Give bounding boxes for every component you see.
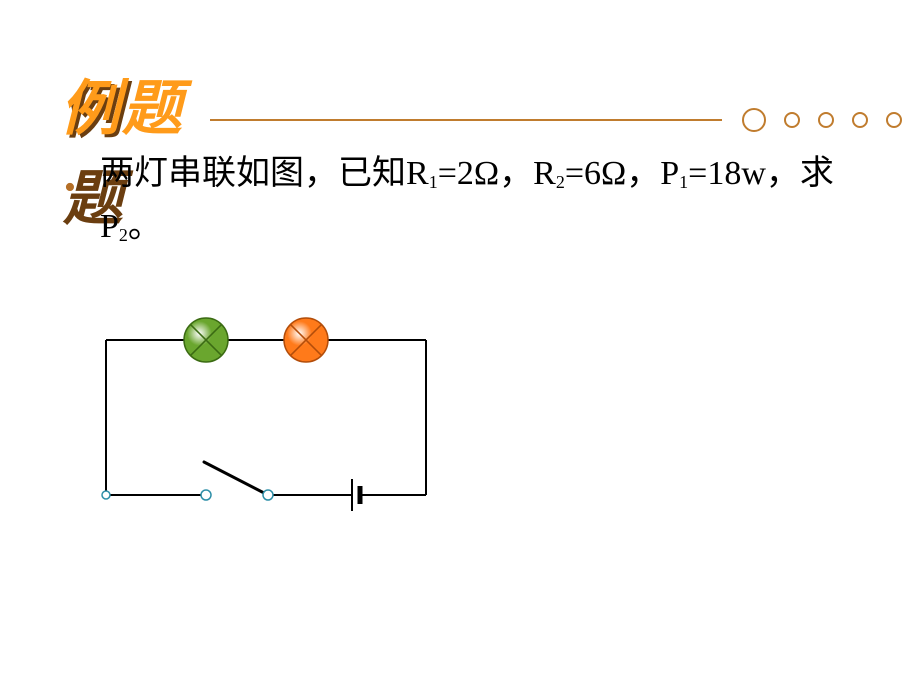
decor-ring-icon [784,112,800,128]
decor-line [210,119,722,121]
decor-ring-icon [742,108,766,132]
decor-ring-icon [852,112,868,128]
title-front: 例题 [60,76,184,142]
text-r2val: =6Ω，P [565,155,679,192]
slide-title: 例题 例题 [60,60,184,147]
text-prefix: 两灯串联如图，已知R [100,155,429,192]
sub-p2: 2 [119,225,128,245]
problem-text: • 两灯串联如图，已知R1=2Ω，R2=6Ω，P1=18w，求P2。 [100,148,860,253]
slide: 例题 例题 • 两灯串联如图，已知R1=2Ω，R2=6Ω，P1=18w，求P2。 [0,0,920,690]
decor-ring-icon [886,112,902,128]
sub-p1: 1 [679,172,688,192]
circuit-svg [76,300,456,540]
decor-rings [742,108,902,132]
sub-r2: 2 [556,172,565,192]
circuit-diagram [76,300,456,540]
sub-r1: 1 [429,172,438,192]
decor-ring-icon [818,112,834,128]
text-r1val: =2Ω，R [438,155,556,192]
title-decor [210,108,902,132]
text-suffix: 。 [128,208,162,245]
bullet-icon: • [64,162,76,215]
